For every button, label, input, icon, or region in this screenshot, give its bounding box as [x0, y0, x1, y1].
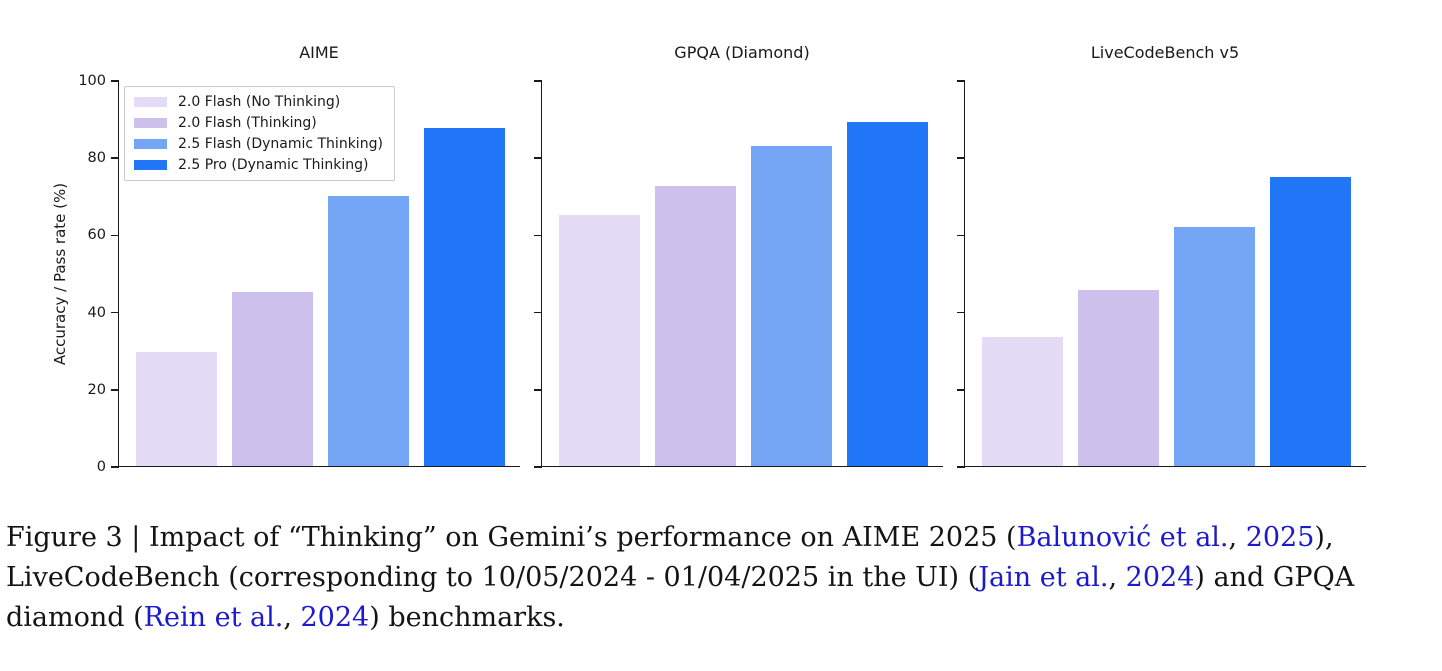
- legend-swatch-icon: [134, 118, 167, 128]
- bar-series-1: [232, 292, 313, 466]
- bar-series-0: [559, 215, 640, 466]
- caption-text: ),: [1314, 522, 1334, 553]
- legend-label: 2.0 Flash (No Thinking): [178, 94, 341, 110]
- y-tick-mark: [534, 466, 542, 468]
- y-tick-mark: [957, 389, 965, 391]
- bar-series-2: [751, 145, 832, 466]
- y-tick-mark: [534, 80, 542, 82]
- chart-title: LiveCodeBench v5: [1090, 43, 1240, 62]
- legend-label: 2.5 Flash (Dynamic Thinking): [178, 136, 383, 152]
- caption-line: Figure 3 | Impact of “Thinking” on Gemin…: [6, 518, 1438, 558]
- y-tick-mark: [957, 80, 965, 82]
- y-tick-mark: [957, 466, 965, 468]
- plot-area: 0 20 40 60 80 100 2.0 Flash (No Thinking) 2.0 F…: [78, 73, 520, 475]
- caption-text: ,: [1228, 522, 1246, 553]
- y-tick-label: 40: [87, 304, 106, 321]
- y-tick-mark: [957, 157, 965, 159]
- bar-series-0: [136, 352, 217, 466]
- chart-1: GPQA (Diamond): [534, 43, 943, 468]
- chart-2: LiveCodeBench v5: [957, 43, 1366, 468]
- citation-link[interactable]: Jain et al.: [978, 562, 1109, 593]
- bar-series-1: [655, 186, 736, 466]
- legend-swatch-icon: [134, 160, 167, 170]
- y-tick-label: 20: [87, 381, 106, 398]
- legend-swatch-icon: [134, 97, 167, 107]
- chart-0: AIME 0 20 40 60 80 100 2.0 Flash (No Thinking) 2…: [78, 43, 520, 475]
- caption-line: diamond (Rein et al., 2024) benchmarks.: [6, 598, 1438, 638]
- y-tick-mark: [534, 234, 542, 237]
- chart-title: GPQA (Diamond): [674, 43, 810, 62]
- figure-3-chart-row: Accuracy / Pass rate (%) AIME 0 20 40 60 80 10…: [51, 43, 1366, 475]
- figure-caption: Figure 3 | Impact of “Thinking” on Gemin…: [6, 518, 1438, 638]
- bar-series-2: [328, 195, 409, 466]
- y-tick-label: 0: [96, 459, 106, 475]
- caption-line: LiveCodeBench (corresponding to 10/05/20…: [6, 558, 1438, 598]
- bar-series-2: [1174, 226, 1255, 466]
- y-tick-mark: [111, 157, 119, 159]
- citation-link[interactable]: 2025: [1245, 522, 1315, 553]
- caption-text: Figure 3 | Impact of “Thinking” on Gemin…: [6, 522, 1017, 553]
- caption-text: ,: [1108, 562, 1126, 593]
- legend-swatch-icon: [134, 139, 167, 149]
- y-tick-mark: [534, 157, 542, 159]
- y-tick-mark: [957, 311, 965, 314]
- y-tick-mark: [111, 80, 119, 82]
- legend: 2.0 Flash (No Thinking) 2.0 Flash (Thinki…: [124, 86, 395, 181]
- y-tick-mark: [534, 311, 542, 314]
- y-tick-label: 100: [78, 73, 106, 89]
- y-tick-mark: [111, 234, 119, 237]
- bar-series-3: [847, 122, 928, 466]
- y-tick-mark: [534, 389, 542, 391]
- y-tick-mark: [111, 466, 119, 468]
- plot-area: [957, 80, 1366, 468]
- y-tick-label: 80: [87, 150, 106, 167]
- y-tick-mark: [111, 311, 119, 314]
- legend-label: 2.0 Flash (Thinking): [178, 115, 317, 131]
- legend-item: 2.5 Flash (Dynamic Thinking): [134, 136, 383, 152]
- y-tick-mark: [957, 234, 965, 237]
- citation-link[interactable]: Balunović et al.: [1016, 522, 1229, 553]
- legend-item: 2.0 Flash (Thinking): [134, 115, 383, 131]
- charts-container: AIME 0 20 40 60 80 100 2.0 Flash (No Thinking) 2…: [78, 43, 1366, 475]
- citation-link[interactable]: 2024: [300, 602, 370, 633]
- y-axis-label: Accuracy / Pass rate (%): [51, 182, 69, 366]
- y-tick-label: 60: [87, 227, 106, 244]
- caption-text: diamond (: [6, 602, 144, 633]
- caption-text: ) benchmarks.: [369, 602, 565, 633]
- bar-series-0: [982, 336, 1063, 466]
- citation-link[interactable]: 2024: [1125, 562, 1195, 593]
- bar-series-1: [1078, 290, 1159, 466]
- legend-label: 2.5 Pro (Dynamic Thinking): [178, 157, 369, 173]
- bar-series-3: [1270, 176, 1351, 466]
- caption-text: LiveCodeBench (corresponding to 10/05/20…: [6, 562, 979, 593]
- caption-text: ) and GPQA: [1194, 562, 1355, 593]
- y-tick-mark: [111, 389, 119, 391]
- legend-item: 2.0 Flash (No Thinking): [134, 94, 383, 110]
- plot-area: [534, 80, 943, 468]
- legend-item: 2.5 Pro (Dynamic Thinking): [134, 157, 383, 173]
- caption-text: ,: [283, 602, 301, 633]
- bar-series-3: [424, 128, 505, 466]
- citation-link[interactable]: Rein et al.: [143, 602, 284, 633]
- chart-title: AIME: [299, 43, 339, 62]
